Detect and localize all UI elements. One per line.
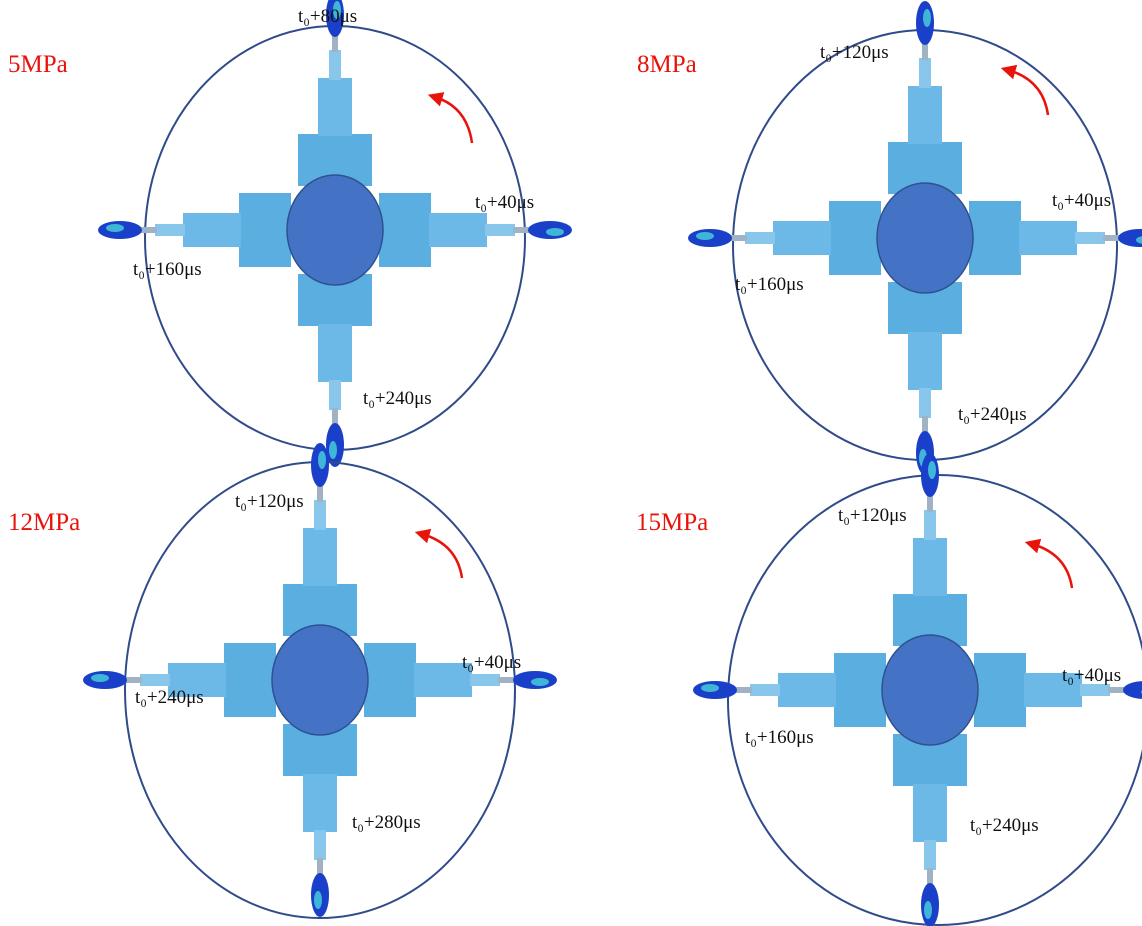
nozzle <box>140 674 170 686</box>
panel: 15MPa t₀+120μs t₀+40μs t₀+160μs t₀+240μs <box>636 453 1142 926</box>
arm-mid <box>913 538 947 596</box>
injector-arm <box>98 193 291 267</box>
time-label: t₀+240μs <box>958 404 1027 425</box>
nozzle <box>919 388 931 418</box>
nozzle <box>745 232 775 244</box>
arm-mid <box>303 528 337 586</box>
arm-base <box>834 653 886 727</box>
time-label: t₀+160μs <box>133 259 202 280</box>
spray-core <box>329 441 337 459</box>
injector-arm <box>688 201 881 275</box>
nozzle <box>750 684 780 696</box>
arm-mid <box>303 774 337 832</box>
time-label: t₀+240μs <box>135 687 204 708</box>
arm-mid <box>773 221 831 255</box>
nozzle <box>919 58 931 88</box>
panel: 5MPa t₀+80μs t₀+40μs t₀+160μs t₀+240μs <box>8 0 572 467</box>
time-label: t₀+80μs <box>298 6 357 27</box>
injector-arm <box>888 282 962 475</box>
spray-core <box>928 461 936 479</box>
injector-arm <box>888 1 962 194</box>
nozzle <box>329 380 341 410</box>
injector-arm <box>283 724 357 917</box>
arm-mid <box>429 213 487 247</box>
pressure-label: 15MPa <box>636 509 708 536</box>
spray-core <box>924 901 932 919</box>
hub <box>877 183 973 293</box>
rotation-arrow <box>1032 544 1072 588</box>
arm-base <box>364 643 416 717</box>
panel: 8MPa t₀+120μs t₀+40μs t₀+160μs t₀+240μs <box>637 1 1142 475</box>
pressure-label: 8MPa <box>637 51 697 78</box>
arm-mid <box>1019 221 1077 255</box>
arm-mid <box>318 78 352 136</box>
time-label: t₀+40μs <box>462 652 521 673</box>
arm-mid <box>318 324 352 382</box>
time-label: t₀+160μs <box>745 727 814 748</box>
time-label: t₀+120μs <box>235 491 304 512</box>
time-label: t₀+240μs <box>970 815 1039 836</box>
time-label: t₀+240μs <box>363 388 432 409</box>
time-label: t₀+280μs <box>352 812 421 833</box>
nozzle <box>329 50 341 80</box>
nozzle <box>924 840 936 870</box>
arm-base <box>829 201 881 275</box>
injector-arm <box>364 643 557 717</box>
injector-arm <box>283 443 357 636</box>
injector-arm <box>893 453 967 646</box>
nozzle <box>314 500 326 530</box>
spray-core <box>531 678 549 686</box>
pressure-label: 5MPa <box>8 51 68 78</box>
arm-base <box>969 201 1021 275</box>
injector-arm <box>693 653 886 727</box>
nozzle <box>924 510 936 540</box>
nozzle <box>314 830 326 860</box>
nozzle <box>1075 232 1105 244</box>
arm-mid <box>908 332 942 390</box>
hub <box>287 175 383 285</box>
time-label: t₀+120μs <box>820 42 889 63</box>
rotation-arrow <box>435 97 472 143</box>
spray-core <box>701 684 719 692</box>
rotation-arrow <box>422 534 462 578</box>
hub <box>272 625 368 735</box>
pressure-label: 12MPa <box>8 509 80 536</box>
spray-core <box>696 232 714 240</box>
spray-core <box>546 228 564 236</box>
spray-core <box>106 224 124 232</box>
spray <box>1123 681 1142 699</box>
arm-mid <box>913 784 947 842</box>
time-label: t₀+40μs <box>1052 190 1111 211</box>
time-label: t₀+40μs <box>475 192 534 213</box>
arm-base <box>224 643 276 717</box>
arm-mid <box>778 673 836 707</box>
spray-core <box>923 9 931 27</box>
arm-mid <box>183 213 241 247</box>
arm-base <box>379 193 431 267</box>
time-label: t₀+160μs <box>735 274 804 295</box>
injector-arm <box>893 734 967 926</box>
time-label: t₀+120μs <box>838 505 907 526</box>
arm-base <box>239 193 291 267</box>
hub <box>882 635 978 745</box>
rotation-arrow <box>1008 70 1048 115</box>
arm-mid <box>908 86 942 144</box>
spray-core <box>91 674 109 682</box>
figure: 5MPa t₀+80μs t₀+40μs t₀+160μs t₀+240μs 8MPa t₀… <box>0 0 1142 926</box>
arm-base <box>974 653 1026 727</box>
nozzle <box>470 674 500 686</box>
spray-core <box>314 891 322 909</box>
nozzle <box>155 224 185 236</box>
spray-core <box>318 451 326 469</box>
injector-arm <box>298 274 372 467</box>
panel: 12MPa t₀+120μs t₀+40μs t₀+240μs t₀+280μs <box>8 443 557 918</box>
time-label: t₀+40μs <box>1062 665 1121 686</box>
nozzle <box>485 224 515 236</box>
